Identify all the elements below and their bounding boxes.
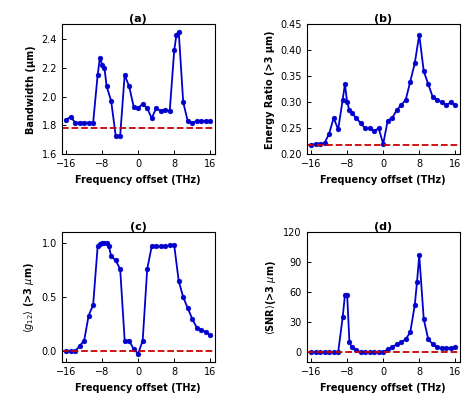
X-axis label: Frequency offset (THz): Frequency offset (THz) (75, 383, 201, 393)
X-axis label: Frequency offset (THz): Frequency offset (THz) (320, 175, 446, 185)
Title: (b): (b) (374, 14, 392, 24)
Title: (d): (d) (374, 221, 392, 232)
Y-axis label: Bandwidth (μm): Bandwidth (μm) (26, 45, 36, 133)
Title: (c): (c) (130, 221, 146, 232)
Y-axis label: Energy Ratio (>3 μm): Energy Ratio (>3 μm) (264, 30, 274, 149)
Y-axis label: $\langle g_{12}\rangle$ (>3 $\mu$m): $\langle g_{12}\rangle$ (>3 $\mu$m) (22, 262, 36, 333)
Title: (a): (a) (129, 14, 147, 24)
X-axis label: Frequency offset (THz): Frequency offset (THz) (75, 175, 201, 185)
X-axis label: Frequency offset (THz): Frequency offset (THz) (320, 383, 446, 393)
Y-axis label: $\langle$SNR$\rangle$(>3 $\mu$m): $\langle$SNR$\rangle$(>3 $\mu$m) (264, 260, 278, 335)
